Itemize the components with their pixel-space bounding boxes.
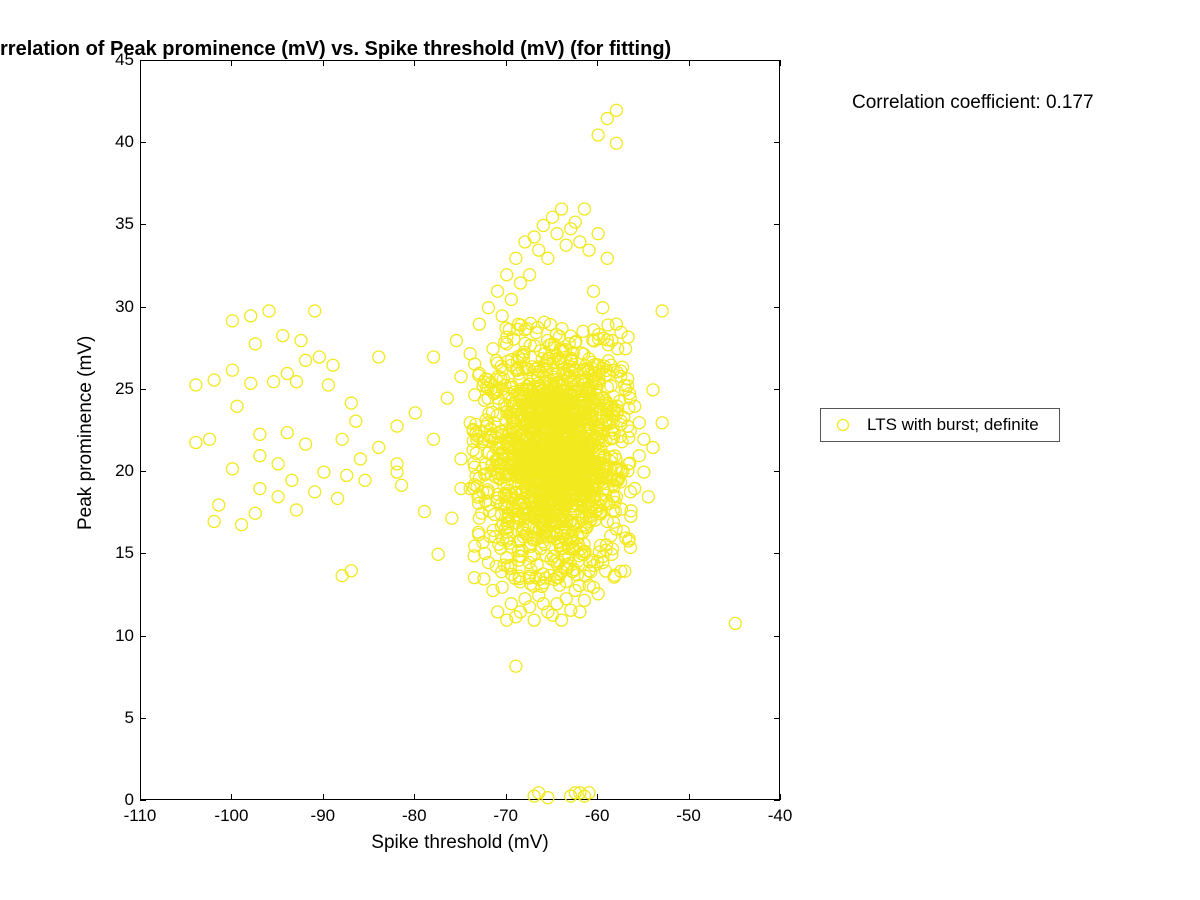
x-tick-mark xyxy=(323,794,324,800)
y-tick-mark xyxy=(774,636,780,637)
y-axis-label: Peak prominence (mV) xyxy=(75,336,97,530)
y-tick-label: 30 xyxy=(104,297,134,317)
y-tick-mark xyxy=(774,389,780,390)
x-tick-mark xyxy=(323,60,324,66)
y-tick-mark xyxy=(140,636,146,637)
chart-title: rrelation of Peak prominence (mV) vs. Sp… xyxy=(0,38,671,61)
y-tick-mark xyxy=(140,553,146,554)
legend-label: LTS with burst; definite xyxy=(867,415,1039,435)
y-tick-label: 10 xyxy=(104,626,134,646)
y-tick-mark xyxy=(774,142,780,143)
x-tick-mark xyxy=(414,60,415,66)
x-tick-label: -80 xyxy=(402,806,427,826)
x-tick-label: -100 xyxy=(214,806,248,826)
y-tick-mark xyxy=(140,224,146,225)
y-tick-mark xyxy=(140,389,146,390)
y-tick-mark xyxy=(774,471,780,472)
x-tick-label: -40 xyxy=(768,806,793,826)
x-tick-mark xyxy=(414,794,415,800)
x-tick-mark xyxy=(597,794,598,800)
y-tick-label: 0 xyxy=(104,790,134,810)
scatter-points xyxy=(141,61,779,799)
y-tick-mark xyxy=(774,800,780,801)
y-tick-mark xyxy=(140,307,146,308)
y-tick-label: 40 xyxy=(104,132,134,152)
y-tick-label: 5 xyxy=(104,708,134,728)
scatter-chart: rrelation of Peak prominence (mV) vs. Sp… xyxy=(0,0,1200,900)
x-tick-mark xyxy=(231,60,232,66)
x-tick-mark xyxy=(231,794,232,800)
x-tick-mark xyxy=(689,794,690,800)
x-tick-mark xyxy=(597,60,598,66)
y-tick-mark xyxy=(140,60,146,61)
y-tick-mark xyxy=(140,718,146,719)
y-tick-mark xyxy=(774,553,780,554)
x-axis-label: Spike threshold (mV) xyxy=(360,832,560,854)
x-tick-label: -60 xyxy=(585,806,610,826)
correlation-annotation: Correlation coefficient: 0.177 xyxy=(852,92,1094,114)
y-tick-mark xyxy=(140,471,146,472)
y-tick-label: 20 xyxy=(104,461,134,481)
x-tick-label: -50 xyxy=(676,806,701,826)
y-tick-mark xyxy=(774,307,780,308)
y-tick-label: 15 xyxy=(104,543,134,563)
x-tick-label: -90 xyxy=(311,806,336,826)
legend: LTS with burst; definite xyxy=(820,408,1060,442)
y-tick-mark xyxy=(140,142,146,143)
x-tick-mark xyxy=(780,60,781,66)
y-tick-mark xyxy=(140,800,146,801)
x-tick-mark xyxy=(506,60,507,66)
y-tick-mark xyxy=(774,60,780,61)
y-tick-label: 35 xyxy=(104,214,134,234)
x-tick-label: -70 xyxy=(493,806,518,826)
y-tick-mark xyxy=(774,224,780,225)
y-tick-mark xyxy=(774,718,780,719)
x-tick-mark xyxy=(780,794,781,800)
y-tick-label: 25 xyxy=(104,379,134,399)
y-tick-label: 45 xyxy=(104,50,134,70)
x-tick-mark xyxy=(689,60,690,66)
plot-area xyxy=(140,60,780,800)
legend-marker-icon xyxy=(833,415,853,435)
x-tick-mark xyxy=(506,794,507,800)
